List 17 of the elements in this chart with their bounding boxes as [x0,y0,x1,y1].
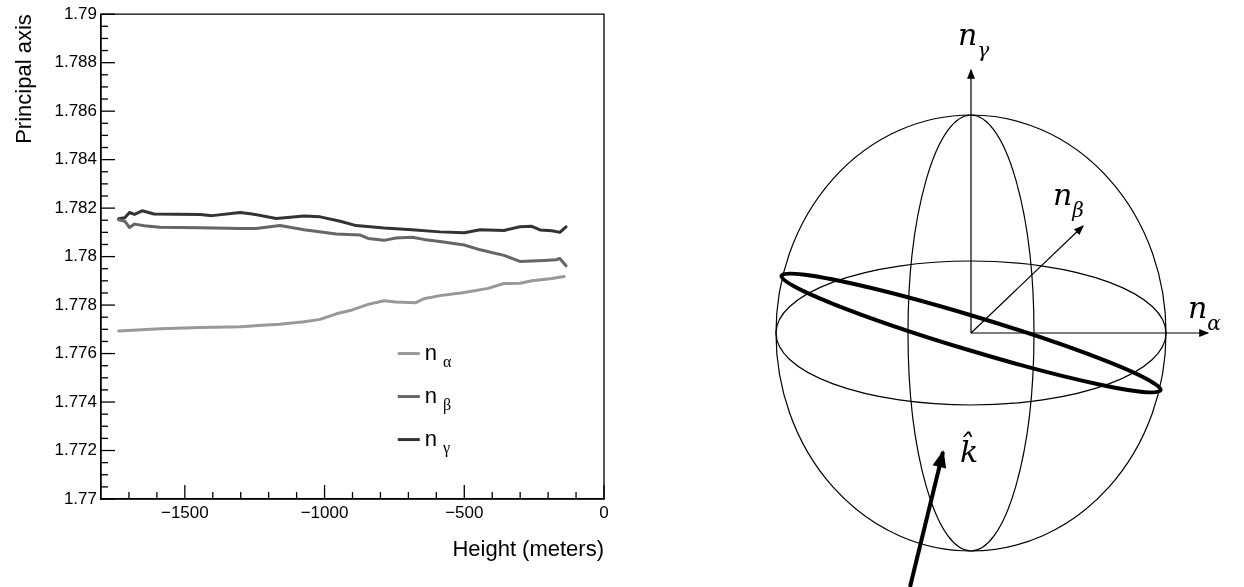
y-axis-title: Principal axis [11,14,37,144]
x-tick-label: 0 [599,502,609,522]
y-tick-label: 1.77 [63,488,97,508]
x-tick-label: −1500 [160,502,209,522]
y-tick-label: 1.778 [54,294,97,314]
y-tick-label: 1.776 [54,343,97,363]
y-tick-label: 1.782 [54,197,97,217]
y-tick-label: 1.784 [54,149,97,169]
x-tick-label: −500 [445,502,484,522]
y-tick-label: 1.79 [63,3,97,23]
x-tick-label: −1000 [300,502,349,522]
y-tick-label: 1.774 [54,391,97,411]
y-tick-label: 1.78 [63,246,97,266]
y-tick-label: 1.788 [54,52,97,72]
y-tick-label: 1.772 [54,440,97,460]
x-axis-title: Height (meters) [452,536,604,562]
y-tick-label: 1.786 [54,100,97,120]
